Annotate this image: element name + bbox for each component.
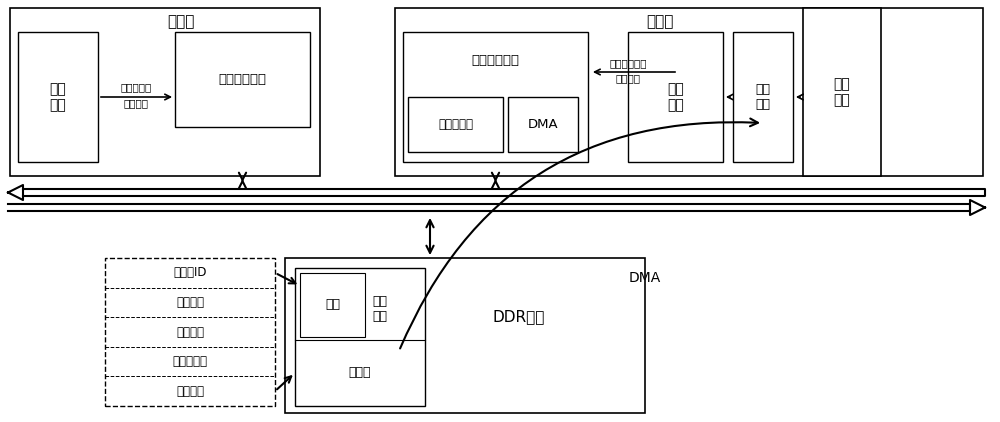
Text: 消息: 消息 — [325, 298, 340, 311]
Polygon shape — [23, 189, 985, 196]
Text: 共享
内存: 共享 内存 — [372, 295, 387, 323]
Text: 应用
程序: 应用 程序 — [667, 82, 684, 112]
Text: 消息长度: 消息长度 — [176, 296, 204, 309]
Bar — [295, 268, 425, 406]
Text: 接收核: 接收核 — [646, 14, 673, 30]
Text: 数据
目的: 数据 目的 — [756, 83, 770, 111]
Text: 数据源地址: 数据源地址 — [173, 355, 208, 368]
Polygon shape — [8, 204, 970, 211]
Polygon shape — [8, 185, 23, 200]
Bar — [628, 32, 723, 162]
Text: DMA: DMA — [528, 118, 558, 131]
Bar — [733, 32, 793, 162]
Bar — [508, 97, 578, 152]
Text: 接收核ID: 接收核ID — [173, 266, 207, 279]
Bar — [105, 258, 275, 406]
Text: 数据长度: 数据长度 — [176, 385, 204, 398]
Text: 发送核: 发送核 — [167, 14, 194, 30]
Text: 中断寄存器: 中断寄存器 — [438, 118, 473, 131]
Text: 数据源地址: 数据源地址 — [121, 82, 152, 92]
Bar — [408, 97, 503, 152]
Text: 数据源: 数据源 — [349, 366, 371, 379]
Text: 应用
程序: 应用 程序 — [50, 82, 66, 112]
Text: DMA: DMA — [629, 271, 661, 285]
Bar — [10, 8, 320, 176]
Bar — [18, 32, 98, 162]
Text: 数据长度: 数据长度 — [124, 98, 149, 108]
Bar — [803, 8, 881, 176]
Polygon shape — [970, 200, 985, 215]
Text: 本地
存储: 本地 存储 — [834, 77, 850, 107]
Bar — [403, 32, 588, 162]
Text: 发送驱动程序: 发送驱动程序 — [218, 73, 266, 86]
Bar — [285, 258, 645, 413]
Text: 接收驱动程序: 接收驱动程序 — [472, 54, 520, 67]
Bar — [395, 8, 983, 176]
Bar — [300, 273, 365, 337]
Text: 数据目的地址: 数据目的地址 — [609, 58, 647, 68]
Text: 消息类型: 消息类型 — [176, 325, 204, 338]
Text: 数据长度: 数据长度 — [616, 73, 640, 83]
Text: DDR内存: DDR内存 — [493, 309, 545, 325]
Bar — [175, 32, 310, 127]
